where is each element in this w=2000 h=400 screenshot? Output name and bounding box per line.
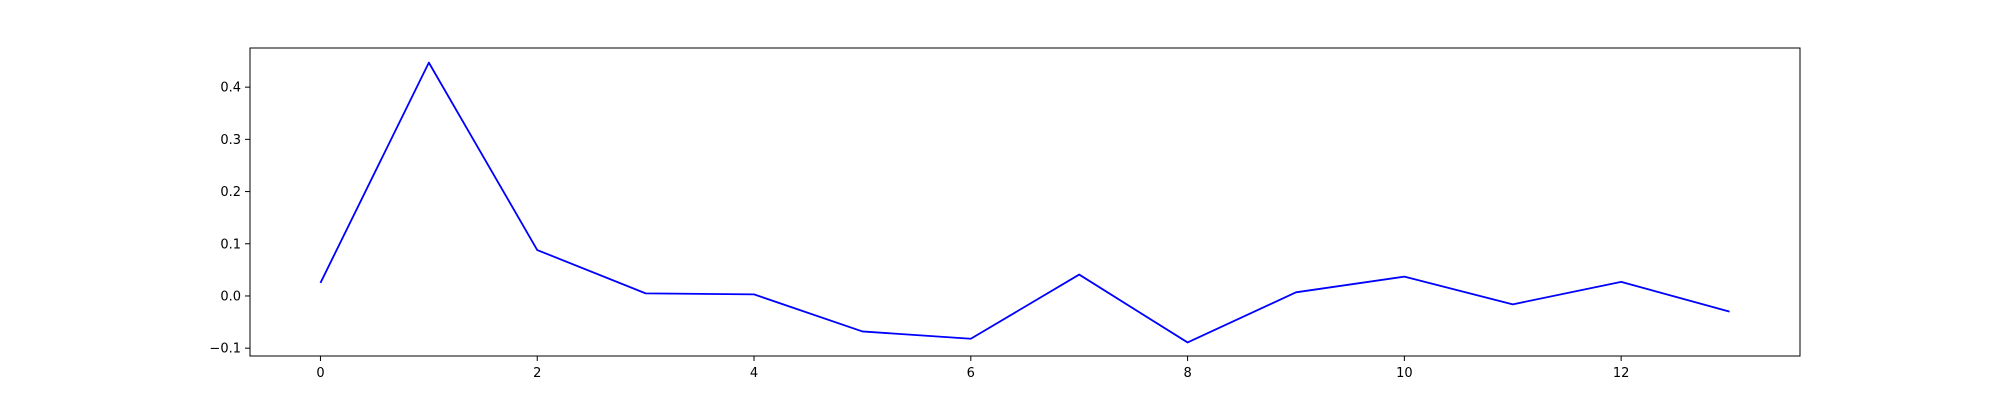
x-tick-label: 8	[1183, 366, 1191, 381]
y-tick-label: 0.1	[220, 237, 241, 252]
y-tick-label: 0.2	[220, 185, 241, 200]
axes-frame	[249, 47, 1801, 357]
x-tick-label: 10	[1396, 366, 1413, 381]
x-tick-label: 4	[750, 366, 758, 381]
x-tick-label: 6	[967, 366, 975, 381]
x-tick-label: 0	[316, 366, 324, 381]
x-tick-label: 12	[1613, 366, 1630, 381]
series-line	[319, 61, 1730, 344]
y-tick-label: −0.1	[209, 342, 241, 357]
y-tick-label: 0.4	[220, 81, 241, 96]
x-tick-label: 2	[533, 366, 541, 381]
y-tick-label: 0.0	[220, 289, 241, 304]
plot-area: 0 2 4 6 8 10 12 −0.1 0.0 0.1 0.2 0.3 0.4	[209, 47, 1801, 381]
y-tick-label: 0.3	[220, 133, 241, 148]
